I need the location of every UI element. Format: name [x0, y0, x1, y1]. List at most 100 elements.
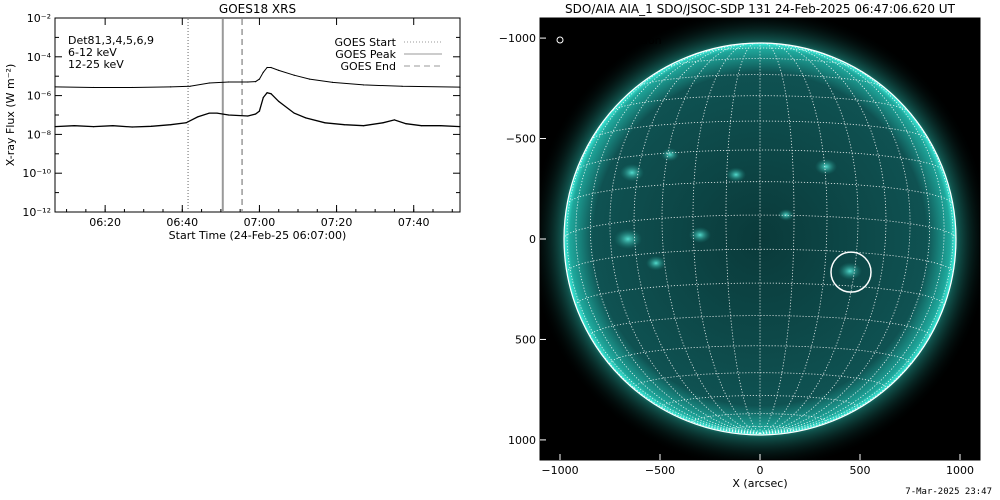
aia-grid-line: [759, 42, 828, 434]
goes-data-point: [305, 117, 307, 119]
goes-data-point: [332, 81, 334, 84]
aia-active-region: [815, 158, 837, 175]
goes-legend-low: 6-12 keV: [68, 46, 117, 59]
goes-data-point: [401, 85, 403, 87]
goes-ytick-label: 10⁻⁴: [27, 51, 52, 64]
goes-data-point: [170, 86, 172, 88]
aia-grid-line: [759, 42, 795, 434]
goes-xtick-label: 07:00: [244, 216, 276, 229]
goes-ytick-label: 10⁻¹⁰: [22, 167, 51, 180]
aia-grid-line: [575, 149, 945, 172]
goes-data-point: [362, 84, 365, 86]
aia-grid-line: [609, 45, 761, 434]
goes-data-point: [131, 86, 133, 89]
aia-solar-disk: [564, 43, 956, 435]
goes-data-point: [324, 122, 326, 124]
aia-ytick-label: −1000: [499, 32, 536, 45]
goes-data-point: [92, 126, 95, 128]
goes-legend-high: 12-25 keV: [68, 58, 124, 71]
aia-grid-line: [759, 78, 954, 434]
aia-grid-line: [697, 47, 823, 54]
aia-limb: [563, 42, 957, 436]
goes-data-point: [185, 122, 187, 124]
footer-timestamp: 7-Mar-2025 23:47: [905, 487, 992, 497]
goes-data-point: [262, 96, 264, 99]
goes-ytick-label: 10⁻¹²: [22, 206, 51, 219]
aia-active-region: [620, 163, 644, 182]
goes-data-point: [258, 78, 261, 80]
goes-detectors-label: Det81,3,4,5,6,9: [68, 34, 154, 47]
goes-data-point: [197, 116, 199, 118]
goes-data-point: [278, 69, 280, 71]
aia-grid-line: [589, 315, 931, 337]
aia-xtick-label: 0: [757, 464, 764, 477]
goes-ylabel: X-ray Flux (W m⁻²): [4, 64, 17, 166]
aia-title: SDO/AIA AIA_1 SDO/JSOC-SDP 131 24-Feb-20…: [565, 2, 956, 16]
goes-ytick-label: 10⁻⁶: [27, 90, 52, 103]
aia-grid-line: [692, 42, 761, 434]
goes-data-point: [293, 74, 295, 76]
aia-active-region: [778, 209, 794, 221]
aia-active-region: [614, 228, 642, 250]
goes-title: GOES18 XRS: [219, 2, 296, 16]
goes-data-point: [208, 82, 210, 84]
aia-ytick-label: 0: [529, 233, 536, 246]
aia-legend-marker-icon: [556, 36, 564, 44]
goes-data-point: [189, 85, 191, 87]
goes-legend-marker-label: GOES End: [340, 60, 396, 73]
aia-active-region: [646, 255, 666, 271]
goes-data-point: [393, 119, 396, 121]
aia-ytick-label: 1000: [508, 434, 536, 447]
goes-data-point: [262, 71, 264, 73]
goes-data-point: [278, 100, 280, 103]
goes-data-point: [92, 86, 95, 89]
goes-data-point: [254, 81, 257, 83]
goes-data-point: [208, 112, 210, 114]
goes-data-point: [131, 126, 133, 128]
aia-grid-line: [566, 181, 954, 205]
goes-data-point: [405, 123, 407, 125]
goes-data-point: [73, 125, 75, 127]
goes-data-point: [440, 125, 442, 127]
goes-legend-marker-label: GOES Peak: [335, 48, 396, 61]
goes-data-point: [293, 112, 295, 114]
goes-data-point: [270, 66, 272, 69]
aia-active-region: [838, 262, 862, 280]
aia-grid-line: [692, 413, 828, 422]
goes-xlabel: Start Time (24-Feb-25 06:07:00): [169, 229, 347, 242]
goes-data-point: [150, 125, 153, 127]
goes-data-point: [170, 124, 172, 126]
aia-grid-line: [575, 282, 945, 306]
goes-legend-marker-label: GOES Start: [335, 36, 397, 49]
goes-data-point: [420, 125, 423, 127]
goes-xtick-label: 06:40: [166, 216, 198, 229]
goes-data-point: [227, 114, 230, 116]
goes-ytick-label: 10⁻⁸: [27, 128, 52, 141]
aia-grid-line: [590, 120, 930, 140]
goes-data-point: [254, 113, 257, 115]
goes-xtick-label: 07:40: [398, 216, 430, 229]
goes-data-point: [216, 112, 218, 114]
aia-image: [540, 18, 980, 460]
goes-data-point: [247, 81, 249, 83]
goes-data-point: [343, 124, 345, 126]
goes-series-high: [54, 91, 461, 128]
aia-active-region: [661, 148, 679, 162]
aia-grid-line: [609, 345, 911, 365]
goes-data-point: [54, 126, 56, 128]
aia-flare-marker: [830, 251, 872, 293]
goes-data-point: [247, 115, 249, 117]
goes-data-point: [227, 81, 230, 83]
goes-data-point: [266, 92, 268, 94]
goes-data-point: [112, 125, 114, 127]
goes-data-point: [382, 122, 384, 124]
goes-data-point: [258, 110, 261, 112]
aia-xtick-label: −1000: [541, 464, 578, 477]
aia-ytick-label: 500: [515, 333, 536, 346]
aia-grid-line: [635, 74, 885, 88]
aia-legend-label: AIA flare location: [568, 34, 662, 47]
goes-data-point: [459, 86, 461, 88]
aia-grid-line: [759, 47, 931, 434]
goes-data-point: [266, 66, 268, 69]
